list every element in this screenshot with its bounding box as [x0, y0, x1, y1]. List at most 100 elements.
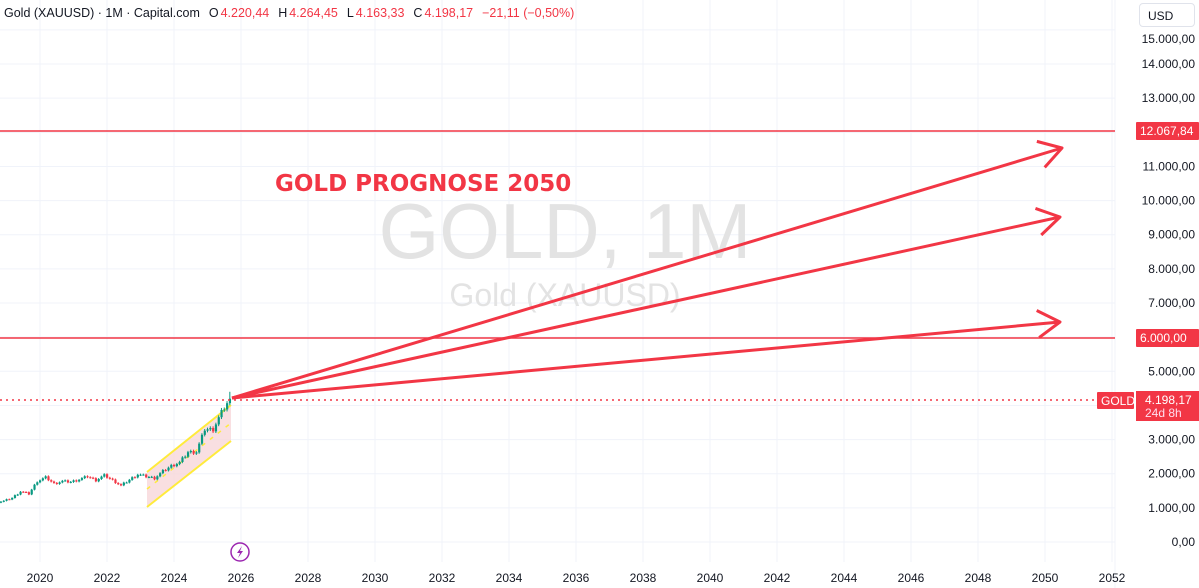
candle-body	[80, 478, 84, 480]
candle-body	[175, 464, 178, 467]
x-tick-label: 2040	[697, 571, 724, 585]
x-tick-label: 2044	[831, 571, 858, 585]
candle-body	[16, 494, 19, 496]
legend-header: Gold (XAUUSD) · 1M · Capital.com O 4.220,…	[4, 6, 576, 20]
low-value: 4.163,33	[355, 6, 405, 20]
y-tick-label: 9.000,00	[1148, 228, 1195, 242]
arrow-head-icon	[1036, 309, 1062, 339]
candle-body	[181, 457, 184, 462]
candle-body	[78, 479, 81, 482]
y-tick-label: 13.000,00	[1142, 91, 1196, 105]
candle-body	[184, 456, 187, 458]
candle-body	[114, 479, 117, 484]
x-tick-label: 2032	[429, 571, 456, 585]
candle-body	[198, 443, 201, 453]
lightning-icon-ring	[230, 542, 250, 562]
high-value: 4.264,45	[289, 6, 338, 20]
projection-arrow-line	[231, 320, 1061, 400]
x-tick-label: 2022	[94, 571, 121, 585]
candle-body	[25, 491, 28, 493]
candle-body	[189, 451, 192, 453]
projection-arrow-line	[231, 215, 1061, 400]
x-tick-label: 2046	[898, 571, 925, 585]
candle-body	[145, 474, 148, 478]
annotation-text: GOLD PROGNOSE 2050	[275, 171, 571, 197]
y-tick-label: 2.000,00	[1148, 467, 1195, 481]
change-value: −21,11 (−0,50%)	[482, 6, 575, 20]
y-tick-label: 15.000,00	[1142, 32, 1196, 46]
candle-body	[94, 478, 98, 482]
candle-body	[200, 434, 204, 444]
candle-body	[164, 470, 167, 472]
candle-body	[100, 476, 103, 480]
y-tick-label: 11.000,00	[1143, 159, 1196, 173]
candle-body	[111, 478, 114, 480]
y-tick-label: 5.000,00	[1148, 364, 1195, 378]
x-tick-label: 2038	[630, 571, 657, 585]
candle-body	[133, 477, 137, 479]
candle-body	[106, 474, 109, 478]
candle-body	[142, 474, 145, 476]
candle-body	[139, 474, 142, 476]
symbol-tag-bg	[1097, 392, 1134, 409]
y-tick-label: 10.000,00	[1142, 194, 1196, 208]
price-label-12067: 12.067,84	[1140, 124, 1194, 138]
x-tick-label: 2036	[563, 571, 590, 585]
price-label-6000-bg	[1136, 329, 1199, 347]
last-price-label: 4.198,17	[1145, 393, 1192, 407]
x-tick-label: 2050	[1032, 571, 1059, 585]
x-tick-label: 2020	[27, 571, 54, 585]
candle-body	[159, 473, 162, 477]
symbol-tag: GOLD	[1101, 394, 1135, 408]
candle-body	[11, 497, 14, 500]
currency-button[interactable]: USD	[1139, 3, 1195, 27]
channel-upper	[146, 404, 232, 473]
x-tick-label: 2048	[965, 571, 992, 585]
y-tick-label: 0,00	[1172, 535, 1196, 549]
candle-body	[167, 467, 170, 471]
channel-lower	[146, 440, 232, 508]
candle-body	[136, 474, 139, 478]
x-tick-label: 2030	[362, 571, 389, 585]
candle-body	[192, 451, 195, 454]
candle-body	[33, 484, 36, 490]
candle-body	[36, 482, 39, 485]
candle-body	[61, 480, 64, 483]
candle-body	[206, 429, 209, 431]
candle-body	[8, 499, 11, 501]
candle-body	[108, 477, 111, 479]
y-tick-label: 8.000,00	[1148, 262, 1195, 276]
candle-body	[52, 481, 56, 483]
candle-body	[220, 409, 223, 418]
open-label: O	[208, 6, 219, 20]
candle-body	[27, 492, 31, 495]
candle-body	[117, 483, 120, 485]
low-label: L	[346, 6, 354, 20]
candle-body	[156, 476, 159, 480]
open-value: 4.220,44	[220, 6, 270, 20]
candle-body	[55, 482, 58, 484]
candle-body	[19, 491, 22, 495]
lightning-icon	[237, 546, 243, 558]
candle-body	[122, 482, 125, 486]
candle-body	[178, 461, 181, 465]
candle-body	[226, 403, 229, 410]
candle-body	[22, 491, 25, 493]
candle-body	[217, 417, 220, 425]
candle-body	[13, 495, 17, 498]
candle-body	[147, 477, 151, 479]
candle-body	[173, 464, 176, 467]
candle-body	[131, 477, 134, 480]
candle-body	[150, 476, 153, 478]
candle-body	[44, 476, 47, 479]
candle-body	[119, 484, 123, 486]
candle-body	[125, 482, 128, 484]
symbol-title[interactable]: Gold (XAUUSD) · 1M · Capital.com	[4, 6, 200, 20]
candle-body	[153, 476, 156, 480]
countdown-label: 24d 8h	[1145, 406, 1182, 420]
projection-arrow-line	[231, 146, 1063, 400]
candle-body	[66, 480, 70, 483]
candle-body	[41, 478, 44, 481]
candle-body	[209, 427, 212, 430]
